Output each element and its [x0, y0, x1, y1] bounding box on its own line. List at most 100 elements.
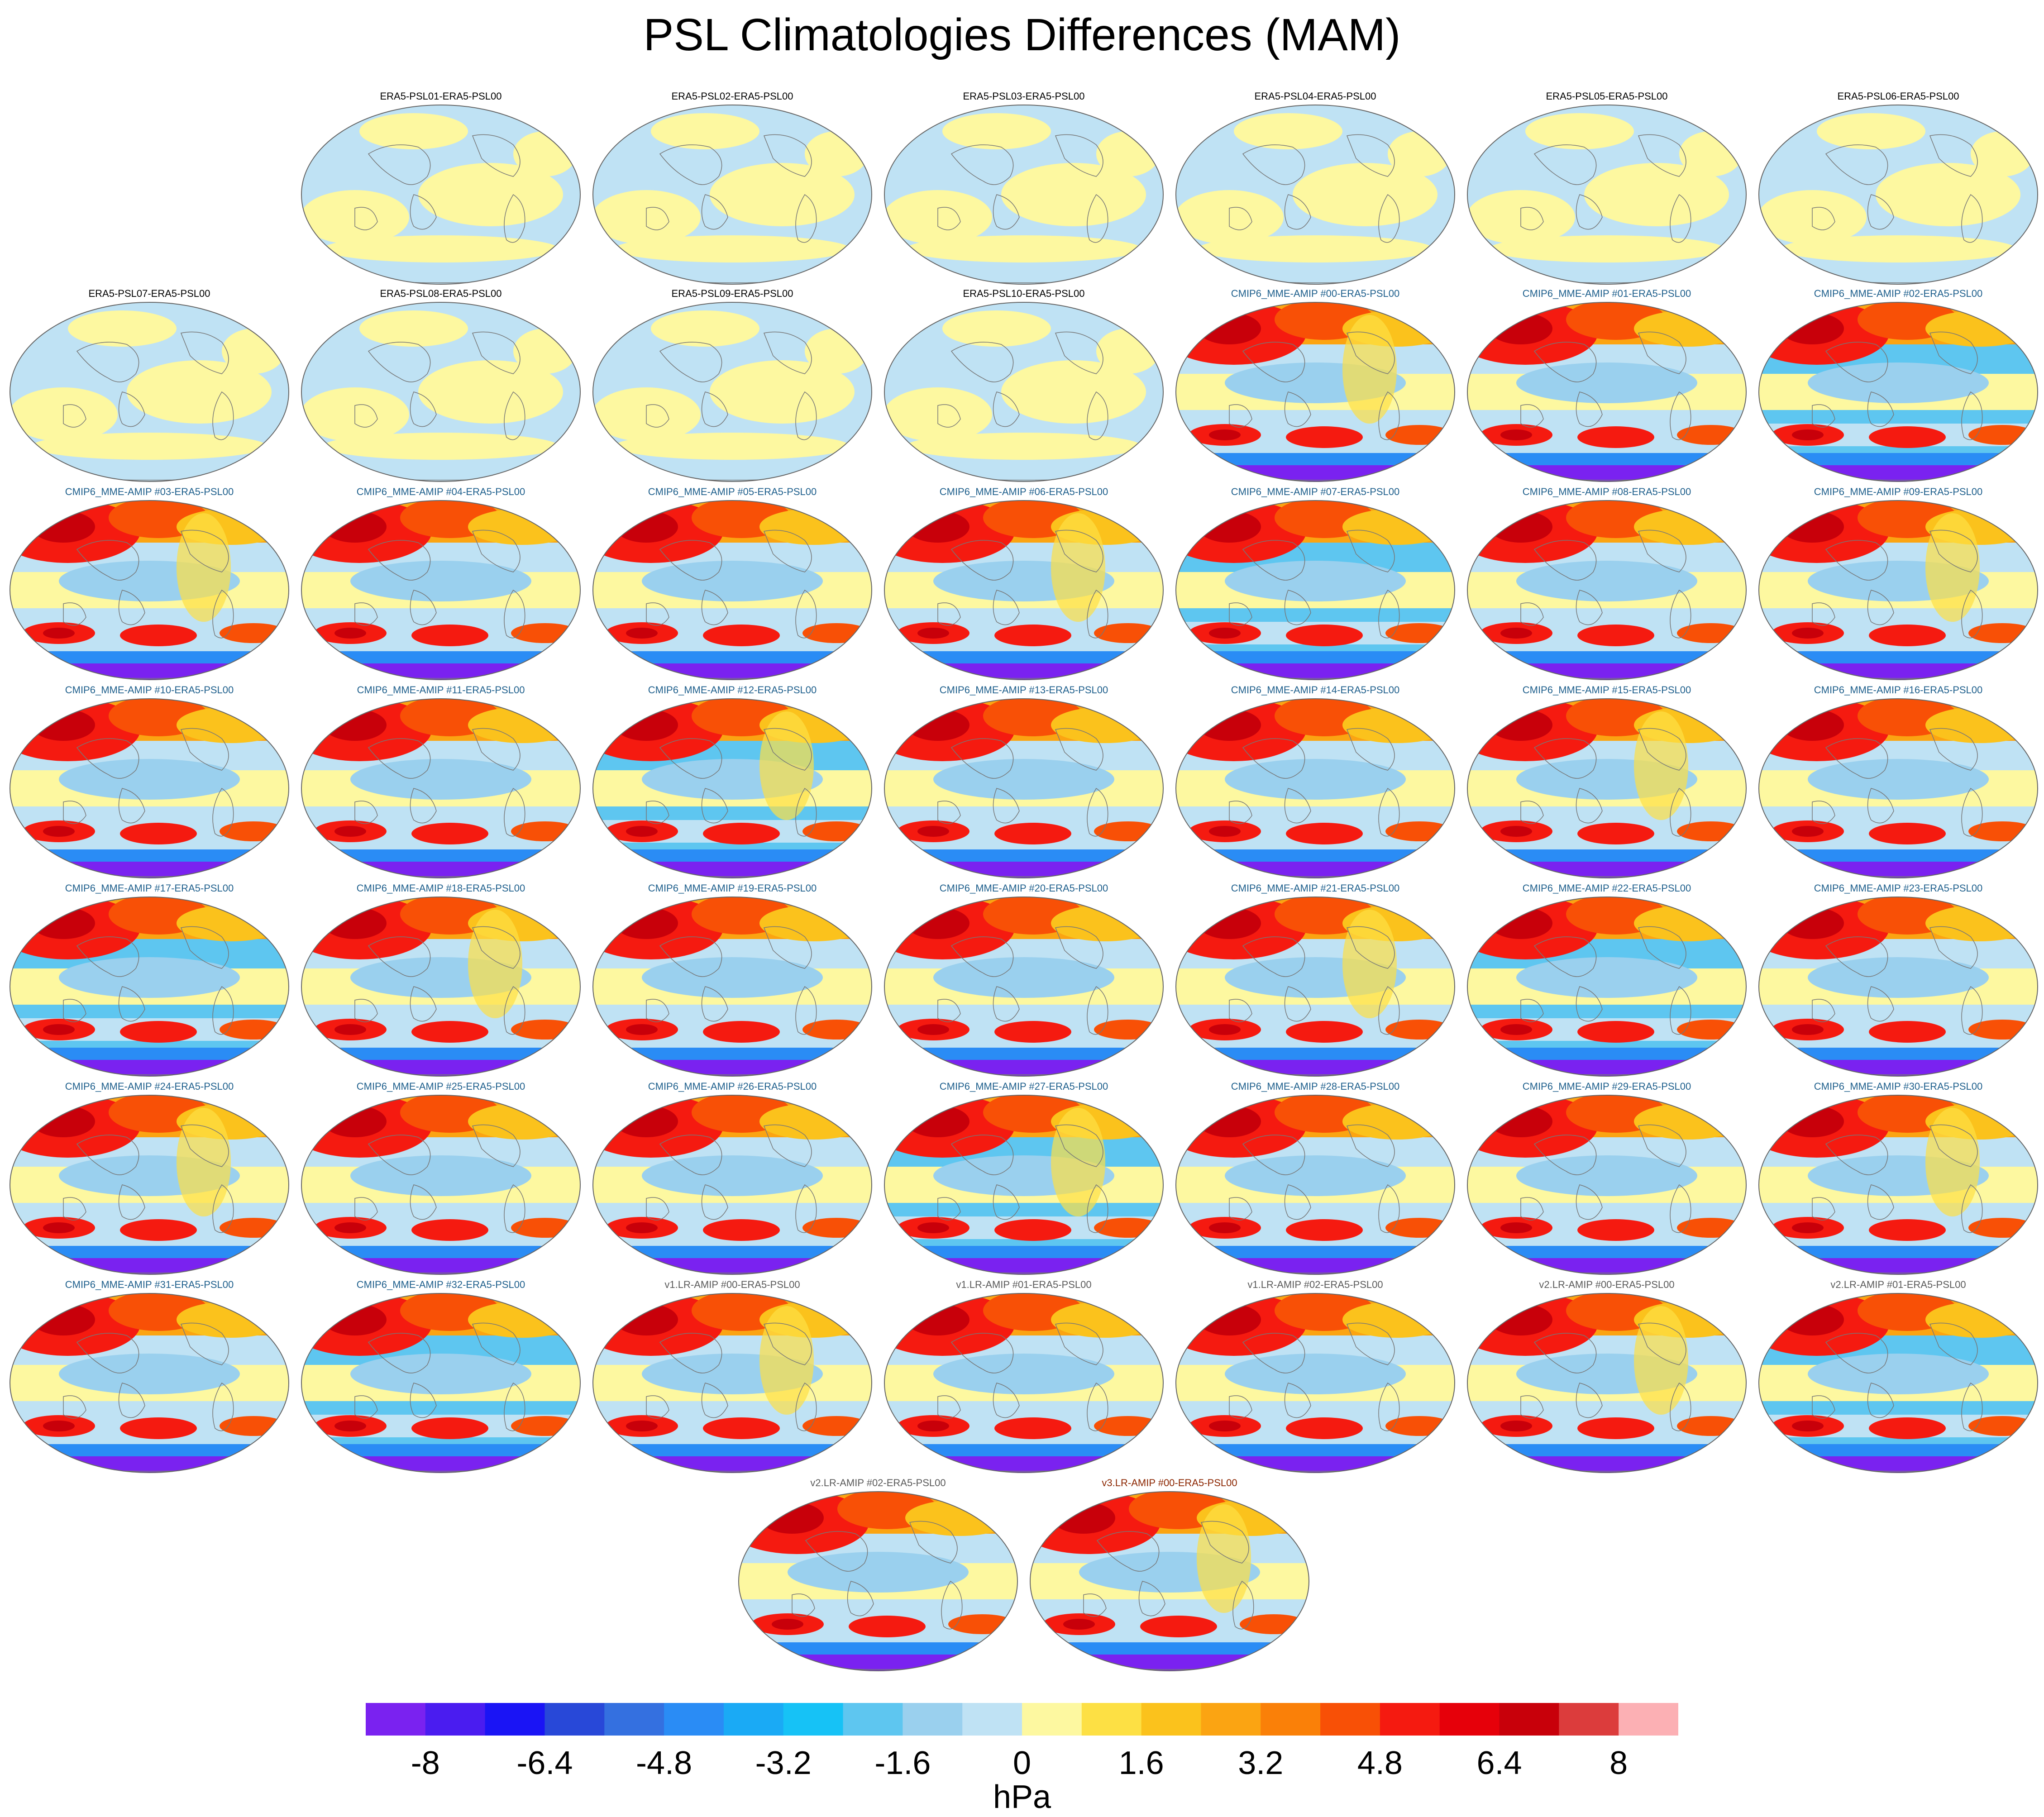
field-contour: [1342, 509, 1451, 545]
colorbar-box: [723, 1703, 784, 1736]
field-contour: [350, 1155, 531, 1196]
coastline: [1346, 529, 1395, 572]
coastline: [1378, 194, 1400, 243]
map-plot: [1758, 302, 2038, 482]
map-plot: [1467, 302, 1747, 482]
panel-title: CMIP6_MME-AMIP #18-ERA5-PSL00: [356, 882, 525, 894]
coastline: [1346, 926, 1395, 969]
coastline: [950, 144, 1014, 185]
field-contour: [1500, 1024, 1532, 1035]
coastline: [1638, 926, 1686, 969]
field-contour: [917, 826, 949, 837]
coastline: [1520, 602, 1544, 626]
chart-title: PSL Climatologies Differences (MAM): [643, 10, 1401, 60]
field-contour: [334, 1222, 366, 1233]
field-contour: [933, 1354, 1114, 1394]
field-contour: [1792, 826, 1824, 837]
coastline: [180, 1124, 229, 1167]
field-contour: [1577, 1219, 1654, 1241]
panel-title: CMIP6_MME-AMIP #10-ERA5-PSL00: [65, 684, 234, 696]
map-plot: [10, 1095, 289, 1275]
panel-title: CMIP6_MME-AMIP #20-ERA5-PSL00: [939, 882, 1108, 894]
coastline: [1229, 404, 1252, 428]
panel-title: v1.LR-AMIP #02-ERA5-PSL00: [1247, 1279, 1383, 1290]
panel-title: CMIP6_MME-AMIP #04-ERA5-PSL00: [356, 486, 525, 497]
panel-title: ERA5-PSL01-ERA5-PSL00: [380, 91, 502, 102]
field-contour: [334, 826, 366, 837]
map-panel: CMIP6_MME-AMIP #25-ERA5-PSL00: [296, 1081, 586, 1280]
field-contour: [127, 360, 272, 424]
coastline: [1929, 529, 1978, 572]
coastline: [701, 788, 728, 824]
map-outline: [1467, 105, 1747, 285]
coastline: [659, 540, 722, 581]
coastline: [472, 331, 521, 374]
map-outline: [1175, 698, 1455, 878]
coastline: [1520, 1395, 1544, 1419]
field-contour: [906, 709, 969, 741]
map-panel: CMIP6_MME-AMIP #14-ERA5-PSL00: [1170, 684, 1460, 883]
field-contour: [468, 1103, 577, 1140]
colorbar-tick-label: -6.4: [516, 1745, 573, 1781]
map-outline: [10, 1293, 289, 1473]
coastline: [1867, 1184, 1894, 1220]
coastline: [1812, 999, 1835, 1022]
field-contour: [1140, 1616, 1217, 1637]
field-contour: [323, 907, 387, 939]
field-contour: [805, 131, 868, 176]
field-contour: [1209, 429, 1241, 440]
field-contour: [994, 823, 1071, 844]
coastline: [410, 986, 437, 1022]
map-plot: [301, 897, 581, 1077]
coastline: [1242, 738, 1305, 779]
coastline: [1929, 134, 1978, 177]
map-plot: [1467, 1095, 1747, 1275]
map-plot: [1758, 1293, 2038, 1473]
map-plot: [884, 897, 1164, 1077]
coastline: [795, 986, 817, 1035]
panel-title: CMIP6_MME-AMIP #07-ERA5-PSL00: [1231, 486, 1400, 497]
map-panel: v3.LR-AMIP #00-ERA5-PSL00: [1025, 1477, 1314, 1676]
colorbar-box: [1022, 1703, 1082, 1736]
map-panel: CMIP6_MME-AMIP #04-ERA5-PSL00: [296, 486, 586, 685]
panel-title: CMIP6_MME-AMIP #05-ERA5-PSL00: [648, 486, 817, 497]
coastline: [354, 801, 378, 824]
map-plot: [10, 302, 289, 482]
field-contour: [1584, 163, 1729, 226]
colorbar-tick-label: -1.6: [874, 1745, 931, 1781]
coastline: [1055, 926, 1103, 969]
field-contour: [1342, 1302, 1451, 1338]
map-outline: [1175, 1293, 1455, 1473]
field-contour: [1516, 957, 1697, 998]
field-contour: [1817, 113, 1925, 149]
map-outline: [10, 1095, 289, 1275]
coastline: [410, 590, 437, 625]
panel-title: ERA5-PSL07-ERA5-PSL00: [88, 288, 210, 299]
coastline: [1096, 1531, 1160, 1572]
coastline: [368, 936, 431, 977]
coastline: [1533, 540, 1597, 581]
field-contour: [1096, 131, 1160, 176]
field-contour: [994, 625, 1071, 646]
map-plot: [301, 698, 581, 878]
panel-title: CMIP6_MME-AMIP #09-ERA5-PSL00: [1814, 486, 1983, 497]
coastline: [950, 342, 1014, 382]
field-contour: [651, 113, 759, 149]
coastline: [63, 1197, 86, 1221]
map-plot: [1175, 1095, 1455, 1275]
panel-title: CMIP6_MME-AMIP #16-ERA5-PSL00: [1814, 684, 1983, 696]
map-panel: ERA5-PSL03-ERA5-PSL00: [879, 91, 1169, 290]
coastline: [792, 1593, 815, 1617]
coastline: [1867, 1383, 1894, 1418]
map-outline: [1758, 897, 2038, 1077]
map-plot: [1467, 1293, 1747, 1473]
coastline: [701, 1184, 728, 1220]
map-plot: [592, 1095, 872, 1275]
panel-title: ERA5-PSL05-ERA5-PSL00: [1546, 91, 1668, 102]
coastline: [368, 342, 431, 382]
coastline: [1929, 331, 1978, 374]
field-contour: [1792, 1024, 1824, 1035]
field-contour: [1781, 313, 1844, 344]
map-outline: [884, 698, 1164, 878]
coastline: [1242, 342, 1305, 382]
